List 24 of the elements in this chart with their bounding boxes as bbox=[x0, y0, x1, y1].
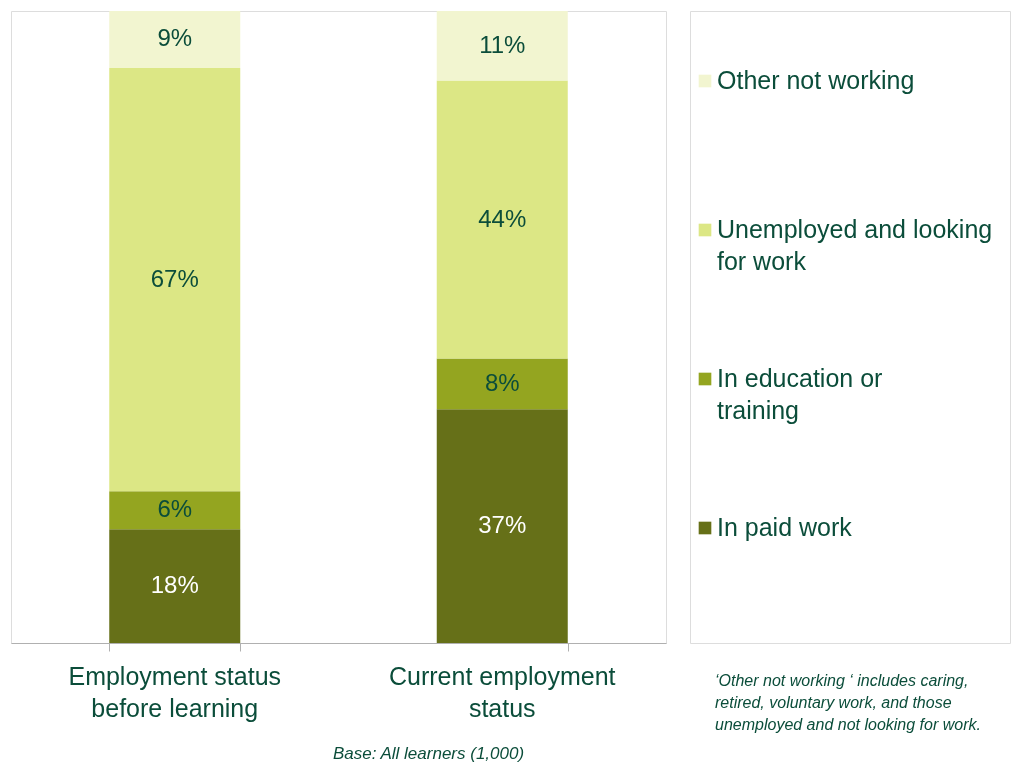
text: ‘Other not working ‘ includes caring, retired, voluntary work, and those unemployed and not looking for work. bbox=[715, 672, 981, 733]
legend-label: In education or training bbox=[717, 364, 883, 424]
data-label: 9% bbox=[157, 24, 193, 52]
bar bbox=[436, 80, 568, 359]
bar bbox=[109, 491, 241, 530]
data-label: 67% bbox=[150, 264, 199, 292]
x-tick-label: Current employment status bbox=[389, 662, 616, 722]
bar bbox=[436, 358, 568, 410]
legend-label: Other not working bbox=[717, 66, 915, 94]
bar bbox=[436, 11, 568, 81]
bar bbox=[109, 529, 241, 643]
legend-label: Unemployed and looking for work bbox=[717, 215, 993, 275]
text: Base: All learners (1,000) bbox=[332, 744, 525, 762]
data-label: 18% bbox=[150, 571, 199, 599]
legend-label: In paid work bbox=[717, 513, 853, 541]
bar bbox=[109, 11, 241, 68]
data-label: 37% bbox=[478, 511, 527, 539]
bar bbox=[436, 409, 568, 643]
data-label: 11% bbox=[479, 30, 526, 58]
data-label: 44% bbox=[478, 204, 527, 232]
data-label: 8% bbox=[484, 368, 520, 396]
bar bbox=[109, 67, 241, 492]
data-label: 6% bbox=[157, 495, 193, 523]
x-tick-label: Employment status before learning bbox=[68, 662, 282, 722]
